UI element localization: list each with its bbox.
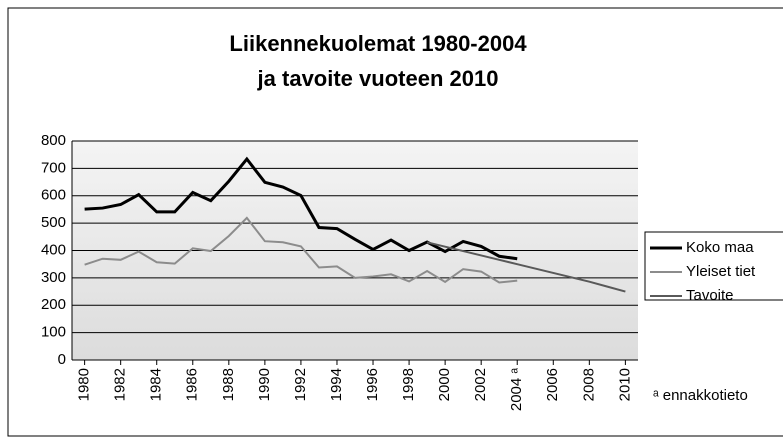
x-tick-label: 1986 xyxy=(184,368,201,401)
x-tick-label: 2004 ᵃ xyxy=(508,368,525,412)
y-tick-label: 600 xyxy=(41,187,66,204)
x-tick-label: 1982 xyxy=(112,368,129,401)
x-tick-label: 1984 xyxy=(148,368,165,401)
chart-title: Liikennekuolemat 1980-2004 xyxy=(229,31,527,56)
x-tick-label: 2002 xyxy=(472,368,489,401)
legend-label: Tavoite xyxy=(686,287,734,304)
x-tick-label: 2008 xyxy=(580,368,597,401)
x-tick-label: 1992 xyxy=(292,368,309,401)
x-tick-label: 1980 xyxy=(76,368,93,401)
y-tick-label: 200 xyxy=(41,296,66,313)
y-tick-label: 700 xyxy=(41,159,66,176)
annotation: ᵃ ennakkotieto xyxy=(653,387,748,404)
series-line xyxy=(84,156,518,261)
series-line xyxy=(84,216,518,284)
y-tick-label: 100 xyxy=(41,324,66,341)
x-tick-label: 1998 xyxy=(400,368,417,401)
x-tick-label: 2010 xyxy=(616,368,633,401)
y-tick-label: 800 xyxy=(41,132,66,149)
x-tick-label: 2000 xyxy=(436,368,453,401)
y-tick-label: 300 xyxy=(41,269,66,286)
legend-label: Yleiset tiet xyxy=(686,263,756,280)
x-tick-label: 1994 xyxy=(328,368,345,401)
y-tick-label: 500 xyxy=(41,214,66,231)
y-tick-label: 400 xyxy=(41,241,66,258)
x-tick-label: 2006 xyxy=(544,368,561,401)
x-tick-label: 1996 xyxy=(364,368,381,401)
y-tick-label: 0 xyxy=(58,351,66,368)
x-tick-label: 1990 xyxy=(256,368,273,401)
chart-subtitle: ja tavoite vuoteen 2010 xyxy=(257,66,499,91)
x-tick-label: 1988 xyxy=(220,368,237,401)
legend-box xyxy=(644,231,783,301)
legend-label: Koko maa xyxy=(686,239,754,256)
series-line xyxy=(426,241,626,293)
